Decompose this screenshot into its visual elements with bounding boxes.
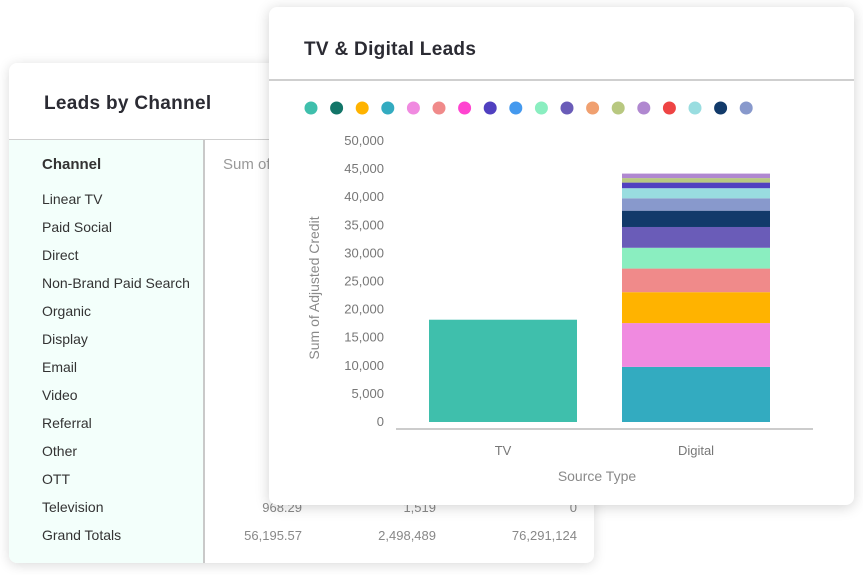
channel-row-label: OTT [42,471,70,487]
legend-marker[interactable] [560,101,574,115]
legend-marker[interactable] [637,101,651,115]
sum-column-header: Sum of [223,156,271,173]
y-tick-label: 25,000 [344,274,384,289]
bar-segment-digital[interactable] [622,226,770,248]
channel-row-label: Other [42,443,78,459]
channel-row-label: Linear TV [42,191,103,207]
x-axis-label: Source Type [558,468,637,484]
bar-segment-digital[interactable] [622,182,770,189]
chart-legend [304,101,753,115]
legend-marker[interactable] [509,101,523,115]
channel-column [9,140,205,563]
legend-marker[interactable] [355,101,369,115]
chart-bars [429,173,770,422]
channel-column-header: Channel [42,156,102,173]
chart-card-divider [269,79,854,81]
legend-marker[interactable] [714,101,728,115]
y-tick-label: 15,000 [344,330,384,345]
legend-marker[interactable] [381,101,395,115]
y-tick-label: 5,000 [351,386,384,401]
legend-marker[interactable] [611,101,625,115]
channel-row-label: Non-Brand Paid Search [42,275,190,291]
legend-marker[interactable] [406,101,420,115]
legend-marker[interactable] [534,101,548,115]
channel-row-label: Grand Totals [42,527,122,543]
channel-row-label: Email [42,359,78,375]
table-cell: 0 [569,500,577,515]
bar-segment-digital[interactable] [622,188,770,199]
y-tick-label: 40,000 [344,189,384,204]
legend-marker[interactable] [586,101,600,115]
x-tick-label: TV [495,443,512,458]
stacked-bar-chart: 0 5,000 10,000 15,000 20,000 25,000 30,000 35,0… [304,101,813,484]
table-cell: 56,195.57 [244,528,302,543]
bar-segment-digital[interactable] [622,178,770,183]
legend-marker[interactable] [458,101,472,115]
y-axis-ticks: 0 5,000 10,000 15,000 20,000 25,000 30,000 35,0… [344,133,384,429]
y-tick-label: 50,000 [344,133,384,148]
legend-marker[interactable] [688,101,702,115]
x-axis-ticks: TV Digital [495,443,714,458]
legend-marker[interactable] [432,101,446,115]
x-tick-label: Digital [678,443,714,458]
channel-row-label: Video [42,387,78,403]
y-tick-label: 45,000 [344,161,384,176]
y-tick-label: 30,000 [344,245,384,260]
y-axis-label: Sum of Adjusted Credit [306,216,322,359]
bar-segment-digital[interactable] [622,247,770,269]
y-tick-label: 35,000 [344,217,384,232]
bar-segment-digital[interactable] [622,173,770,179]
legend-marker[interactable] [304,101,318,115]
channel-row-label: Referral [42,415,92,431]
y-tick-label: 0 [377,414,384,429]
bar-segment-digital[interactable] [622,268,770,293]
bar-segment-digital[interactable] [622,323,770,367]
y-tick-label: 10,000 [344,358,384,373]
legend-marker[interactable] [483,101,497,115]
table-cell: 76,291,124 [511,528,577,543]
channel-row-label: Paid Social [42,219,113,235]
channel-row-label: Organic [42,303,92,319]
legend-marker[interactable] [330,101,344,115]
chart-card-title: TV & Digital Leads [304,39,477,60]
legend-marker[interactable] [739,101,753,115]
bar-segment-tv[interactable] [429,319,577,422]
y-tick-label: 20,000 [344,302,384,317]
table-cell: 2,498,489 [378,528,436,543]
bar-segment-digital[interactable] [622,210,770,227]
channel-row-label: Television [42,499,104,515]
channel-row-label: Display [42,331,88,347]
bar-segment-digital[interactable] [622,292,770,324]
bar-segment-digital[interactable] [622,198,770,211]
legend-marker[interactable] [662,101,676,115]
leads-card-title: Leads by Channel [44,93,212,114]
bar-segment-digital[interactable] [622,366,770,422]
channel-row-label: Direct [42,247,79,263]
tv-digital-leads-card: TV & Digital Leads 0 5,000 10,000 15,000 20,… [269,7,854,505]
